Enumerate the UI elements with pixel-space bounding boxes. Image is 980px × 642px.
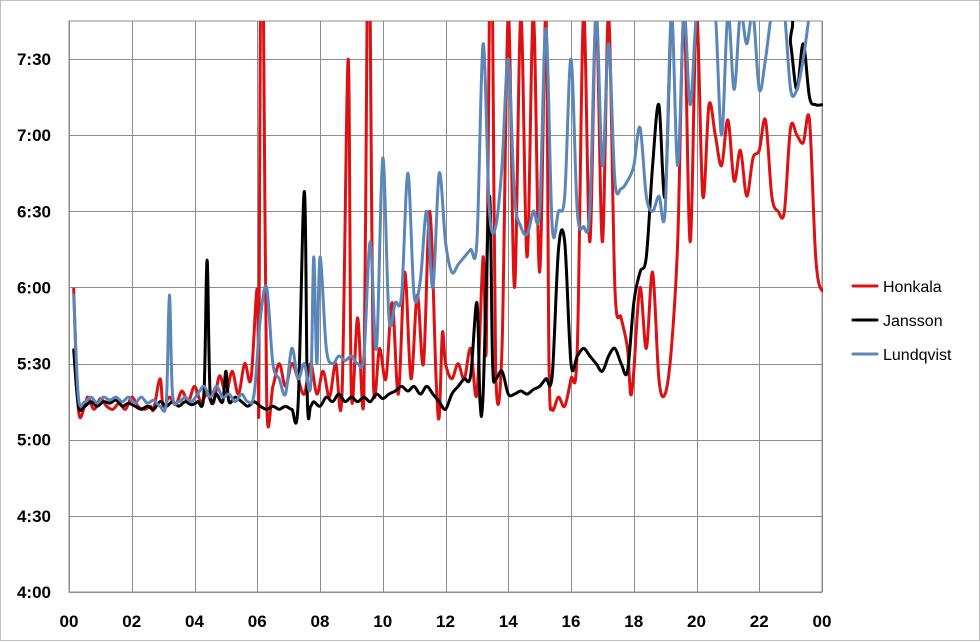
legend: Honkala Jansson Lundqvist <box>851 279 952 364</box>
y-tick-label-7: 7:30 <box>17 50 51 69</box>
x-tick-label-11: 22 <box>750 612 769 631</box>
x-tick-label-3: 06 <box>248 612 267 631</box>
x-tick-label-7: 14 <box>499 612 518 631</box>
x-tick-label-2: 04 <box>185 612 204 631</box>
x-tick-label-1: 02 <box>122 612 141 631</box>
x-tick-label-10: 20 <box>687 612 706 631</box>
x-tick-label-0: 00 <box>60 612 79 631</box>
legend-label-jansson: Jansson <box>883 313 943 330</box>
y-tick-label-5: 6:30 <box>17 202 51 221</box>
y-tick-label-1: 4:30 <box>17 507 51 526</box>
x-tick-label-8: 16 <box>562 612 581 631</box>
x-axis-ticks: 00 02 04 06 08 10 12 14 16 18 20 22 00 <box>60 612 832 631</box>
y-tick-label-6: 7:00 <box>17 126 51 145</box>
x-tick-label-12: 00 <box>813 612 832 631</box>
legend-label-lundqvist: Lundqvist <box>883 347 952 364</box>
y-tick-label-4: 6:00 <box>17 278 51 297</box>
x-tick-label-9: 18 <box>624 612 643 631</box>
y-tick-label-0: 4:00 <box>17 583 51 602</box>
x-tick-label-6: 12 <box>436 612 455 631</box>
series-lines <box>72 21 823 429</box>
x-tick-label-4: 08 <box>311 612 330 631</box>
gridlines <box>69 21 823 593</box>
series-line-jansson <box>72 21 823 425</box>
y-tick-label-2: 5:00 <box>17 431 51 450</box>
x-tick-label-5: 10 <box>373 612 392 631</box>
y-axis-ticks: 4:00 4:30 5:00 5:30 6:00 6:30 7:00 7:30 <box>17 50 51 602</box>
plot-area <box>68 20 823 593</box>
series-line-lundqvist <box>72 21 810 413</box>
legend-label-honkala: Honkala <box>883 279 942 296</box>
y-tick-label-3: 5:30 <box>17 355 51 374</box>
